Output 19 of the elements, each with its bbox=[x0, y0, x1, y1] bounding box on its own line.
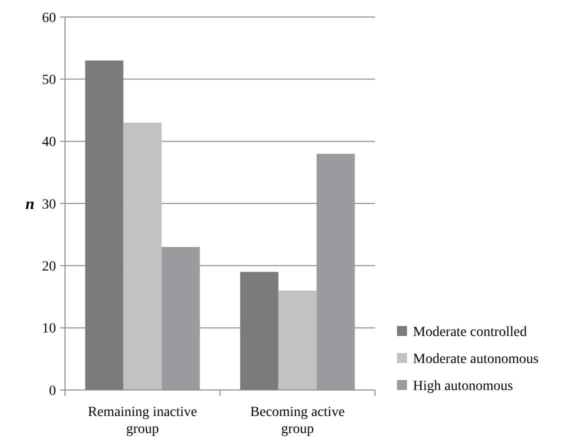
bar bbox=[278, 290, 317, 390]
x-tick-label: Remaining inactive group bbox=[88, 405, 198, 437]
y-tick-label: 10 bbox=[42, 322, 56, 337]
y-axis-title: n bbox=[26, 196, 35, 214]
y-tick-label: 40 bbox=[42, 135, 56, 150]
legend-label: Moderate autonomous bbox=[413, 352, 539, 367]
y-tick-label: 20 bbox=[42, 260, 56, 275]
bar bbox=[123, 122, 162, 390]
legend-label: Moderate controlled bbox=[413, 324, 527, 340]
y-tick-label: 0 bbox=[49, 384, 56, 399]
legend-label: High autonomous bbox=[413, 378, 513, 394]
bar bbox=[85, 60, 124, 390]
y-tick-label: 50 bbox=[42, 73, 56, 88]
bar bbox=[240, 272, 278, 390]
y-tick-label: 60 bbox=[42, 10, 56, 26]
bar bbox=[316, 154, 355, 390]
bar bbox=[162, 247, 200, 390]
y-tick-label: 30 bbox=[42, 197, 56, 212]
x-tick-label: Becoming active group bbox=[250, 405, 345, 437]
